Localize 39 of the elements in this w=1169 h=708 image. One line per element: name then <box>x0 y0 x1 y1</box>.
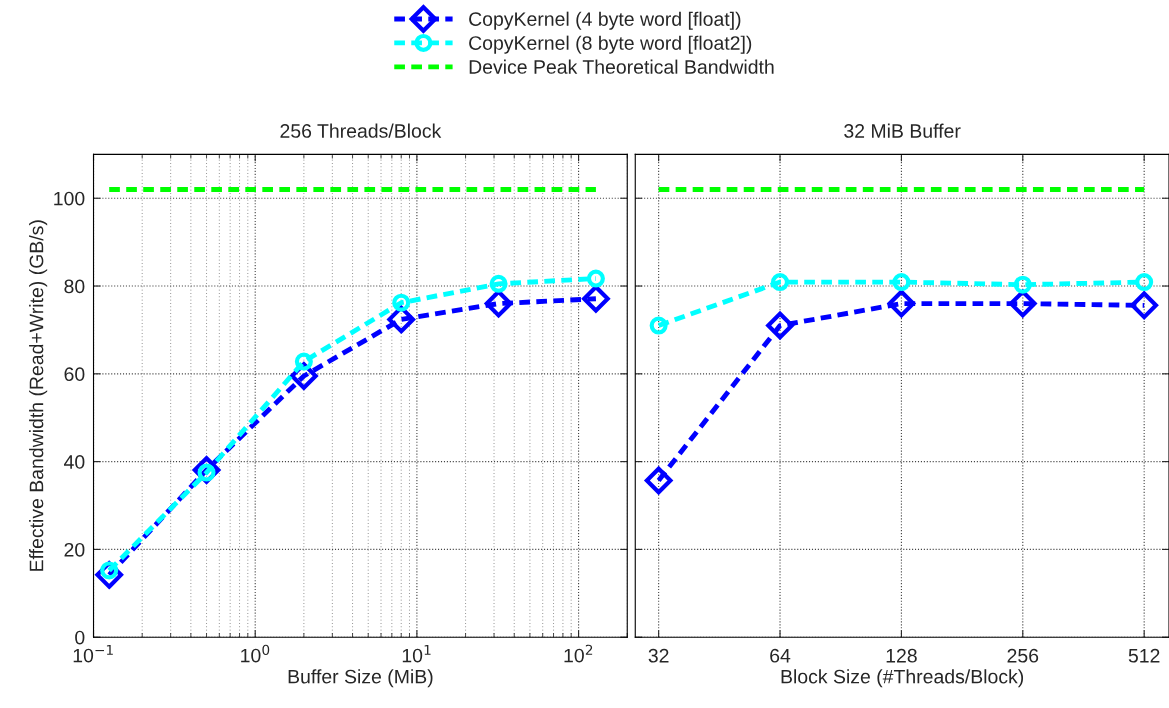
point <box>1130 291 1159 320</box>
y-tick-label: 0 <box>75 630 85 645</box>
point <box>484 289 513 318</box>
point <box>294 352 313 371</box>
point <box>1013 275 1032 294</box>
point <box>887 289 916 318</box>
x-tick-label: 64 <box>770 648 791 663</box>
point <box>582 284 610 313</box>
legend-label: CopyKernel (4 byte word [float]) <box>469 11 741 30</box>
x-tick-label: 10$^{−1}$ <box>73 644 113 663</box>
y-axis-title: Effective Bandwidth (Read+Write) (GB/s) <box>29 220 48 571</box>
x-tick-label: 10$^{2}$ <box>564 644 593 663</box>
chart-title: 256 Threads/Block <box>280 123 442 138</box>
point <box>770 273 790 292</box>
y-tick-label: 20 <box>64 542 85 557</box>
y-tick-label: 40 <box>64 455 85 469</box>
y-tick-label: 80 <box>64 279 85 294</box>
point <box>766 311 794 340</box>
x-tick-label: 256 <box>1007 648 1039 663</box>
x-tick-label: 32 <box>648 648 669 663</box>
y-tick-label: 100 <box>54 191 85 206</box>
legend-label: Device Peak Theoretical Bandwidth <box>469 59 774 74</box>
point <box>586 269 605 288</box>
x-axis-title: Block Size (#Threads/Block) <box>781 669 1024 688</box>
point <box>649 316 668 335</box>
point <box>392 293 411 312</box>
y-tick-label: 60 <box>64 367 85 382</box>
point <box>1135 273 1154 292</box>
chart-title: 32 MiB Buffer <box>844 123 961 138</box>
legend-label: CopyKernel (8 byte word [float2]) <box>469 35 752 54</box>
x-tick-label: 128 <box>886 648 917 663</box>
point <box>1008 289 1037 318</box>
point <box>892 273 911 292</box>
point <box>644 466 673 495</box>
x-axis-title: Buffer Size (MiB) <box>288 669 433 688</box>
x-tick-label: 10$^{1}$ <box>402 644 431 663</box>
point <box>489 274 508 293</box>
x-tick-label: 512 <box>1128 648 1160 663</box>
x-tick-label: 10$^{0}$ <box>241 644 270 663</box>
